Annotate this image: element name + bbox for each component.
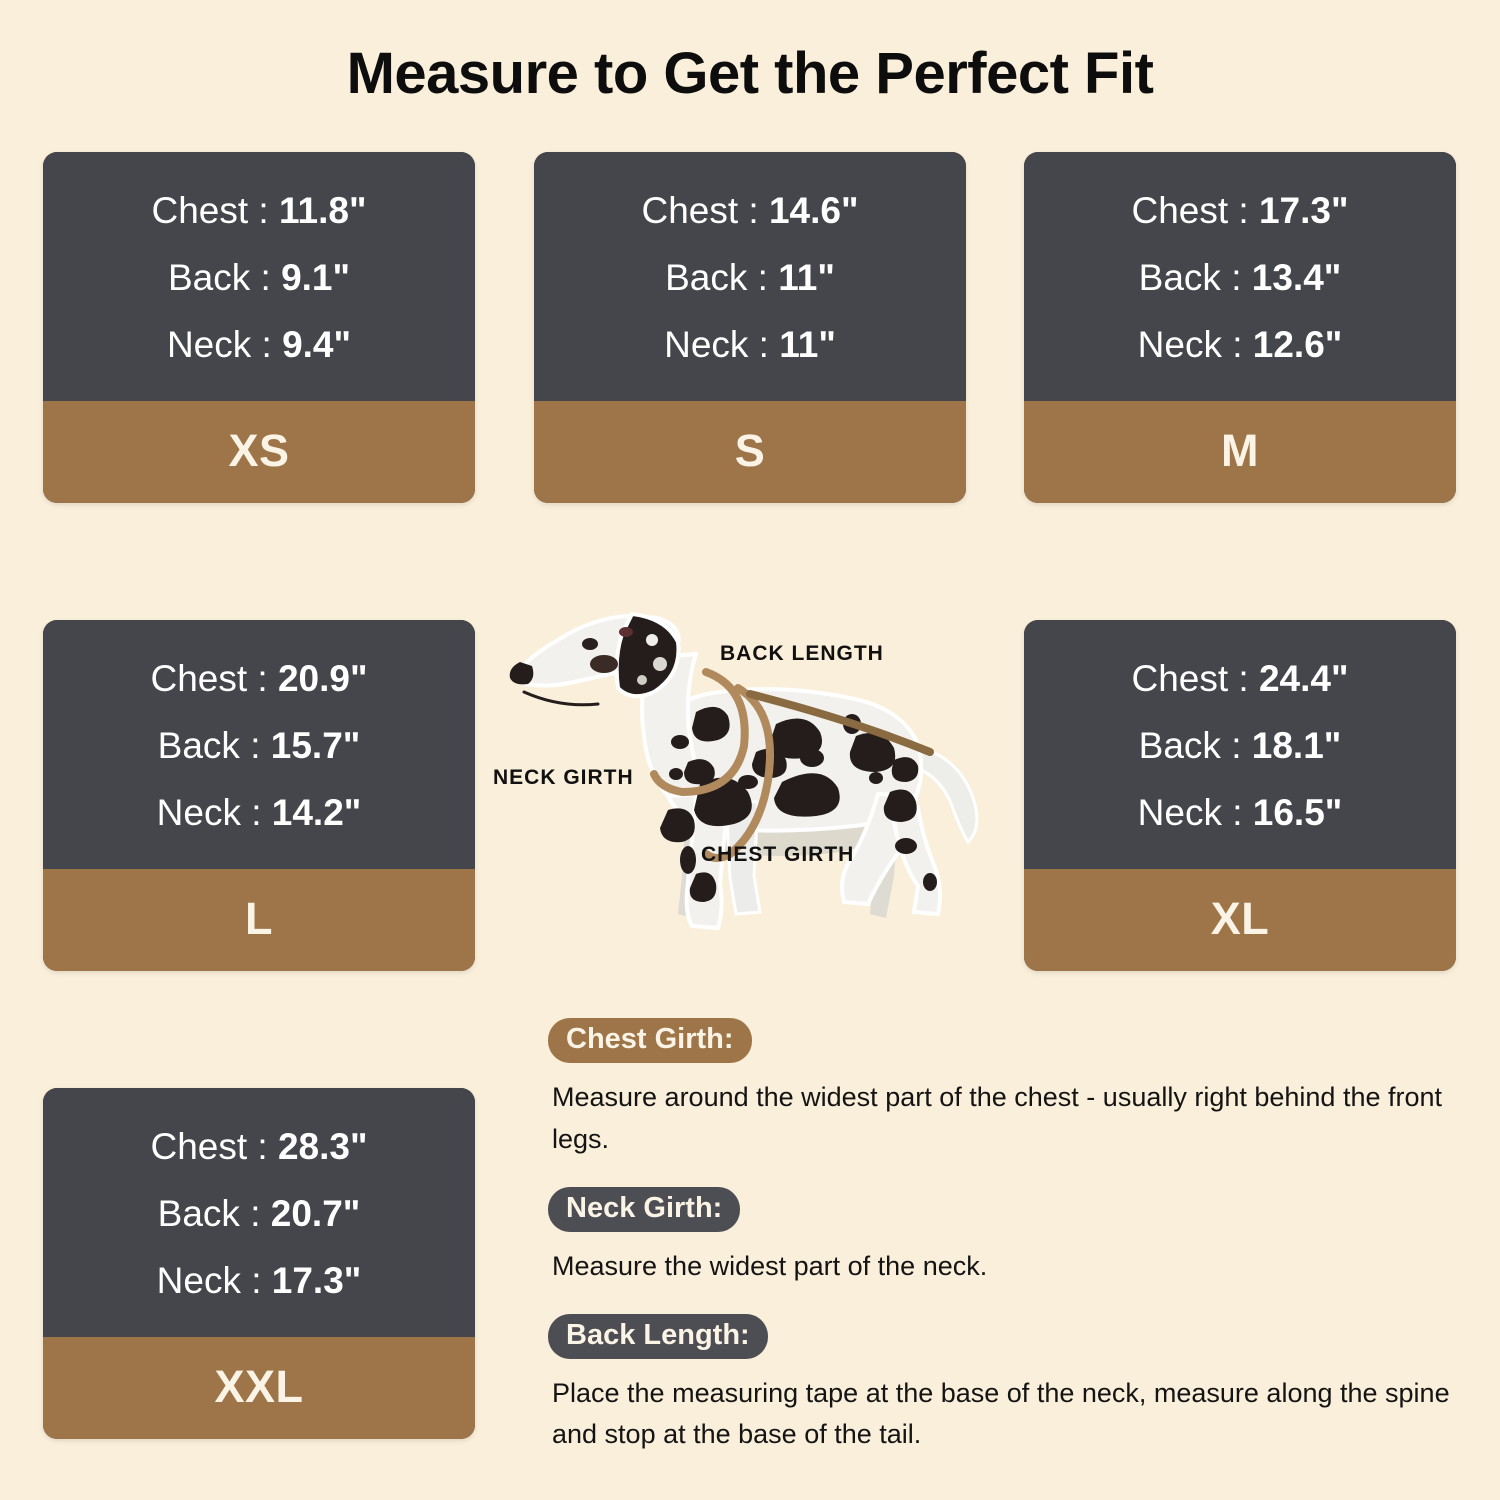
chest-label: Chest : [641,190,759,231]
size-label: S [534,401,966,503]
neck-row: Neck : 11" [534,312,966,379]
back-row: Back : 20.7" [43,1181,475,1248]
size-label: XL [1024,869,1456,971]
back-label: Back : [157,1193,261,1234]
size-card-body: Chest : 28.3" Back : 20.7" Neck : 17.3" [43,1088,475,1337]
chest-label: Chest : [150,658,268,699]
back-label: Back : [157,725,261,766]
neck-label: Neck : [1137,324,1243,365]
back-label: Back : [1138,257,1242,298]
size-label: L [43,869,475,971]
chest-girth-text: Measure around the widest part of the ch… [552,1082,1443,1154]
neck-label: Neck : [156,792,262,833]
chest-value: 28.3" [277,1126,368,1167]
chest-label: Chest : [1131,190,1249,231]
neck-label: Neck : [166,324,272,365]
neck-row: Neck : 12.6" [1024,312,1456,379]
back-value: 15.7" [270,725,361,766]
measuring-instructions: Chest Girth: Measure around the widest p… [548,1018,1458,1482]
neck-row: Neck : 14.2" [43,780,475,847]
chest-girth-label: CHEST GIRTH [701,843,855,866]
chest-row: Chest : 17.3" [1024,178,1456,245]
back-value: 9.1" [281,257,351,298]
size-card-xxl: Chest : 28.3" Back : 20.7" Neck : 17.3" … [43,1088,475,1439]
chest-value: 11.8" [278,190,367,231]
instruction-neck-girth: Neck Girth: Measure the widest part of t… [548,1186,1458,1288]
neck-value: 12.6" [1252,324,1343,365]
chest-row: Chest : 24.4" [1024,646,1456,713]
size-card-body: Chest : 11.8" Back : 9.1" Neck : 9.4" [43,152,475,401]
neck-label: Neck : [156,1260,262,1301]
chest-row: Chest : 28.3" [43,1114,475,1181]
chest-value: 24.4" [1258,658,1349,699]
dog-measurement-diagram [482,596,1022,996]
size-card-body: Chest : 17.3" Back : 13.4" Neck : 12.6" [1024,152,1456,401]
size-card-body: Chest : 20.9" Back : 15.7" Neck : 14.2" [43,620,475,869]
back-value: 11" [778,257,835,298]
neck-girth-badge: Neck Girth: [548,1186,741,1232]
back-value: 13.4" [1251,257,1342,298]
back-label: Back : [1138,725,1242,766]
size-label: M [1024,401,1456,503]
neck-row: Neck : 17.3" [43,1248,475,1315]
neck-value: 9.4" [282,324,352,365]
back-value: 20.7" [270,1193,361,1234]
back-row: Back : 9.1" [43,245,475,312]
neck-row: Neck : 9.4" [43,312,475,379]
size-card-xl: Chest : 24.4" Back : 18.1" Neck : 16.5" … [1024,620,1456,971]
size-card-body: Chest : 14.6" Back : 11" Neck : 11" [534,152,966,401]
chest-row: Chest : 14.6" [534,178,966,245]
instruction-back-length: Back Length: Place the measuring tape at… [548,1313,1458,1457]
size-label: XS [43,401,475,503]
neck-value: 17.3" [271,1260,362,1301]
chest-value: 17.3" [1258,190,1349,231]
neck-value: 16.5" [1252,792,1343,833]
size-card-body: Chest : 24.4" Back : 18.1" Neck : 16.5" [1024,620,1456,869]
size-card-l: Chest : 20.9" Back : 15.7" Neck : 14.2" … [43,620,475,971]
neck-girth-text: Measure the widest part of the neck. [552,1250,988,1281]
neck-label: Neck : [1137,792,1243,833]
back-row: Back : 11" [534,245,966,312]
back-label: Back : [665,257,768,298]
neck-label: Neck : [664,324,769,365]
chest-label: Chest : [1131,658,1249,699]
back-row: Back : 15.7" [43,713,475,780]
neck-value: 14.2" [271,792,362,833]
chest-value: 14.6" [768,190,859,231]
back-row: Back : 13.4" [1024,245,1456,312]
back-row: Back : 18.1" [1024,713,1456,780]
size-card-m: Chest : 17.3" Back : 13.4" Neck : 12.6" … [1024,152,1456,503]
chest-label: Chest : [151,190,269,231]
neck-row: Neck : 16.5" [1024,780,1456,847]
back-length-badge: Back Length: [548,1313,768,1359]
size-label: XXL [43,1337,475,1439]
back-label: Back : [167,257,271,298]
instruction-chest-girth: Chest Girth: Measure around the widest p… [548,1018,1458,1161]
back-value: 18.1" [1251,725,1342,766]
chest-girth-badge: Chest Girth: [548,1018,752,1063]
chest-row: Chest : 20.9" [43,646,475,713]
size-card-s: Chest : 14.6" Back : 11" Neck : 11" S [534,152,966,503]
neck-girth-label: NECK GIRTH [493,766,634,789]
page-title: Measure to Get the Perfect Fit [346,41,1154,106]
chest-value: 20.9" [277,658,368,699]
size-card-xs: Chest : 11.8" Back : 9.1" Neck : 9.4" XS [43,152,475,503]
chest-row: Chest : 11.8" [43,178,475,245]
back-length-text: Place the measuring tape at the base of … [552,1377,1450,1450]
back-length-label: BACK LENGTH [720,642,884,665]
chest-label: Chest : [150,1126,268,1167]
neck-value: 11" [779,324,836,365]
